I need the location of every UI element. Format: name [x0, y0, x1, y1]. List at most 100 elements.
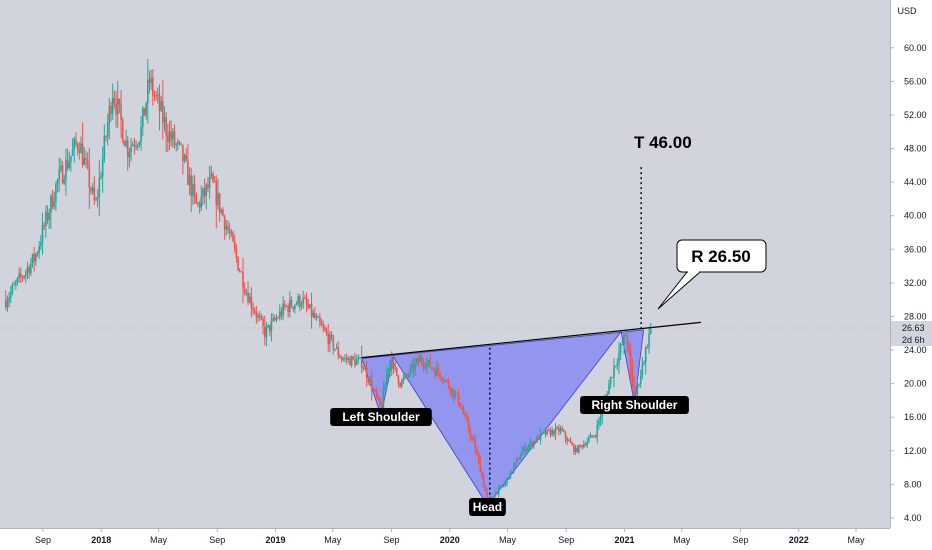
candle: [275, 314, 278, 323]
candle: [421, 351, 423, 366]
candle: [55, 181, 57, 211]
candle-body: [332, 337, 335, 350]
candle-body: [636, 384, 639, 396]
candle: [444, 379, 447, 383]
candle: [235, 243, 238, 263]
candle: [639, 369, 642, 389]
candle-body: [407, 374, 410, 376]
candle: [598, 417, 600, 430]
candle-body: [113, 98, 116, 104]
candle-body: [160, 101, 162, 111]
candle-body: [273, 317, 276, 320]
candle: [282, 295, 284, 320]
head-label-text: Head: [473, 500, 502, 514]
candle: [569, 437, 572, 443]
y-tick-label: 8.00: [904, 479, 922, 489]
candle-body: [193, 184, 196, 194]
candle: [265, 321, 268, 347]
candle-body: [648, 334, 650, 348]
candle-body: [471, 436, 473, 438]
candle: [439, 372, 441, 381]
candle: [145, 101, 147, 120]
candle-body: [364, 367, 366, 369]
candle-body: [319, 317, 321, 323]
candle: [544, 427, 547, 438]
candle: [98, 160, 101, 216]
annotation-lines: [361, 165, 701, 510]
candle-body: [203, 188, 206, 196]
price-axis[interactable]: USD 4.00 8.00 12.00 16.00 20.00 24.00 28.00 32.0…: [890, 0, 932, 550]
candle-body: [270, 320, 273, 332]
head-label-bg: [469, 498, 506, 516]
candle: [48, 208, 51, 230]
candle-body: [426, 362, 428, 368]
candle-body: [238, 270, 241, 272]
candle: [369, 376, 371, 386]
candle-body: [225, 226, 228, 230]
candle-body: [51, 195, 54, 208]
candle-body: [237, 257, 239, 271]
candle: [638, 383, 640, 388]
candle-body: [20, 273, 22, 277]
last-price-badge[interactable]: [891, 320, 932, 334]
candle: [379, 397, 381, 407]
candle: [377, 395, 380, 401]
candle: [6, 295, 9, 312]
candle-body: [466, 416, 468, 421]
candle: [551, 426, 553, 437]
candle: [339, 353, 341, 359]
candle-body: [215, 181, 218, 206]
candle: [446, 378, 448, 383]
candle: [56, 178, 59, 193]
candle-body: [444, 379, 447, 382]
candle: [529, 438, 532, 450]
time-axis[interactable]: Sep 2018 May Sep 2019 May Sep 2020 May Sep 2021 May…: [0, 528, 890, 550]
candle: [207, 177, 209, 192]
candle-body: [439, 373, 441, 378]
candle: [245, 288, 248, 297]
candle-body: [81, 143, 84, 165]
candle: [182, 144, 184, 175]
candle-body: [511, 471, 513, 473]
candle-body: [357, 358, 360, 361]
candle-body: [86, 160, 89, 166]
candle: [384, 381, 386, 391]
candle: [18, 268, 20, 283]
candle-body: [136, 145, 139, 147]
candle-body: [579, 444, 582, 446]
candle: [337, 341, 340, 360]
candle-body: [618, 352, 620, 363]
candle: [542, 430, 545, 435]
candle-body: [145, 103, 147, 116]
y-tick-label: 32.00: [904, 278, 927, 288]
candle: [130, 138, 132, 162]
y-tick-label: 24.00: [904, 345, 927, 355]
candle-body: [404, 374, 406, 378]
candle-body: [586, 441, 589, 446]
candle-body: [394, 362, 396, 368]
candle-body: [88, 165, 91, 188]
candle-body: [349, 358, 351, 366]
candle-body: [547, 429, 550, 431]
candle: [404, 373, 406, 380]
candle: [461, 403, 463, 411]
candle: [431, 367, 433, 370]
candle-body: [327, 333, 330, 345]
candle: [38, 240, 40, 259]
candle-body: [253, 310, 256, 313]
candle-body: [526, 448, 528, 452]
candle-body: [434, 370, 436, 376]
candle-body: [126, 140, 129, 158]
candle: [33, 246, 35, 272]
candle-body: [494, 493, 497, 497]
x-tick-label: Sep: [383, 535, 399, 545]
candle-body: [335, 347, 338, 349]
candle-body: [116, 98, 119, 115]
candle-body: [521, 450, 523, 456]
candle-body: [25, 271, 27, 276]
candle: [546, 429, 548, 436]
candle-body: [352, 356, 355, 359]
candle-body: [220, 209, 223, 213]
